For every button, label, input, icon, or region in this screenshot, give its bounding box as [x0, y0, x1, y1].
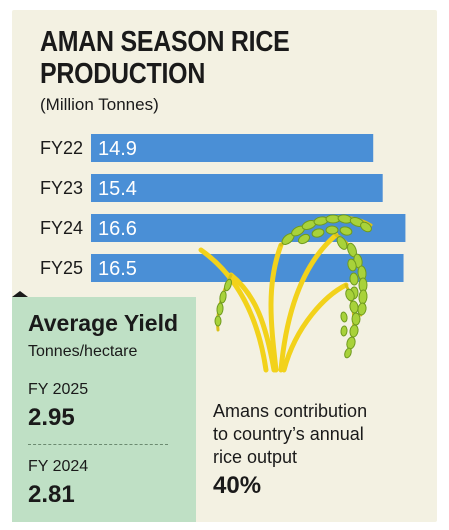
- contribution-text: Amans contribution to country’s annual r…: [213, 400, 433, 469]
- yield-value-fy2024: 2.81: [28, 481, 75, 508]
- yield-year-fy2025: FY 2025: [28, 381, 89, 398]
- bar-category-label: FY23: [40, 178, 83, 198]
- bar-category-label: FY25: [40, 258, 83, 278]
- yield-divider: [28, 444, 168, 445]
- contribution-text-line-1: Amans contribution: [213, 401, 368, 421]
- contribution-value: 40%: [213, 472, 262, 499]
- bar-category-label: FY22: [40, 138, 83, 158]
- yield-box: [12, 297, 196, 522]
- bar-value-label: 14.9: [98, 138, 137, 160]
- yield-year-fy2024: FY 2024: [28, 458, 89, 475]
- bar: [91, 134, 374, 162]
- bar-category-label: FY24: [40, 218, 83, 238]
- contribution-text-line-2: to country’s annual: [213, 424, 364, 444]
- chart-title-line-2: PRODUCTION: [40, 58, 206, 90]
- bar-value-label: 15.4: [98, 178, 137, 200]
- rice-plant-icon: [198, 214, 373, 373]
- bar: [91, 174, 383, 202]
- bar-value-label: 16.5: [98, 258, 137, 280]
- bar-value-label: 16.6: [98, 218, 137, 240]
- yield-box-notch: [12, 291, 28, 297]
- contribution-text-line-3: rice output: [213, 447, 298, 467]
- chart-title: AMAN SEASON RICE PRODUCTION: [40, 26, 290, 90]
- chart-unit: (Million Tonnes): [40, 95, 159, 114]
- yield-unit: Tonnes/hectare: [28, 343, 138, 360]
- yield-title: Average Yield: [28, 310, 179, 336]
- yield-value-fy2025: 2.95: [28, 404, 75, 431]
- chart-title-line-1: AMAN SEASON RICE: [40, 26, 290, 58]
